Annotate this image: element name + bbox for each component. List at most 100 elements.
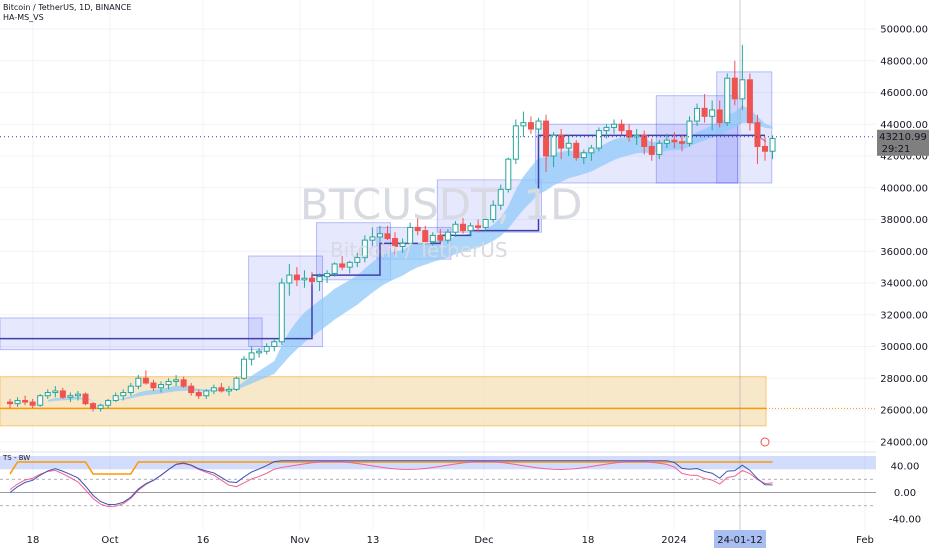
candle xyxy=(135,375,142,390)
price-tick-label: 30000.00 xyxy=(880,342,928,353)
candle xyxy=(44,389,51,399)
candle-body xyxy=(414,226,421,232)
candle xyxy=(746,73,753,131)
candle-body xyxy=(716,109,723,124)
price-tick-label: 44000.00 xyxy=(880,120,928,131)
candle xyxy=(467,222,474,236)
time-tick-label: 18 xyxy=(582,535,595,546)
candle-body xyxy=(746,79,753,124)
candle xyxy=(444,229,451,244)
indicator-title[interactable]: HA-MS_VS xyxy=(3,13,44,22)
candle-body xyxy=(626,130,633,138)
candle-body xyxy=(29,401,36,406)
candle xyxy=(671,132,678,149)
candle xyxy=(535,117,542,136)
candle-body xyxy=(301,277,308,281)
candle-body xyxy=(482,219,489,228)
osc-tick-label: -40.00 xyxy=(889,515,921,526)
main-pane xyxy=(0,0,876,530)
candle-body xyxy=(573,142,580,159)
candle-body xyxy=(67,395,74,398)
candle-body xyxy=(52,390,59,394)
oscillator-title[interactable]: TS - BW xyxy=(3,454,31,462)
candle xyxy=(656,140,663,160)
candle-body xyxy=(475,225,482,228)
candle xyxy=(709,100,716,131)
candle xyxy=(150,379,157,391)
candle xyxy=(641,130,648,155)
candle-body xyxy=(180,379,187,387)
candle-body xyxy=(203,390,210,397)
candle-body xyxy=(339,263,346,268)
candle-body xyxy=(460,223,466,232)
candle xyxy=(233,376,240,391)
candle xyxy=(520,111,527,137)
candle xyxy=(74,390,81,401)
time-tick-label: 13 xyxy=(367,535,380,546)
symbol-title[interactable]: Bitcoin / TetherUS, 1D, BINANCE xyxy=(3,3,132,12)
last-price-tag[interactable] xyxy=(877,129,929,156)
candle-body xyxy=(120,392,127,397)
candle xyxy=(67,392,74,403)
time-tick-label: Feb xyxy=(856,535,874,546)
candle-body xyxy=(90,403,97,409)
ma-ribbon xyxy=(47,105,773,402)
candle-body xyxy=(490,204,497,220)
candle-body xyxy=(7,401,13,405)
candle-body xyxy=(709,109,716,117)
candle-body xyxy=(444,231,451,241)
candle xyxy=(271,338,278,352)
candle-body xyxy=(527,122,534,130)
candle-body xyxy=(535,120,542,130)
candle-body xyxy=(82,393,89,405)
candle xyxy=(384,225,391,241)
candle-body xyxy=(452,223,459,233)
candle-body xyxy=(173,379,180,382)
candle-body xyxy=(762,145,768,152)
alert-marker[interactable] xyxy=(760,437,770,447)
candle xyxy=(573,140,580,161)
crosshair-date-label: 24-01-12 xyxy=(717,535,762,546)
time-axis-bg xyxy=(0,530,932,550)
consolidation-box xyxy=(0,317,263,351)
candle-body xyxy=(671,139,678,143)
candle xyxy=(618,119,625,136)
crosshair-date-tag[interactable] xyxy=(714,530,766,548)
candle-body xyxy=(392,238,399,247)
time-tick-label: Oct xyxy=(101,535,118,546)
candle xyxy=(331,262,338,277)
candle xyxy=(543,114,550,172)
candle xyxy=(588,144,595,161)
candle-body xyxy=(188,385,195,394)
candle-body xyxy=(59,390,66,398)
candle-body xyxy=(44,392,51,397)
candle-body xyxy=(678,141,685,144)
candle xyxy=(505,157,512,193)
price-tick-label: 38000.00 xyxy=(880,215,928,226)
candle xyxy=(7,398,13,409)
candle xyxy=(716,100,723,128)
candle-body xyxy=(241,358,248,379)
candle xyxy=(550,132,557,168)
candle-body xyxy=(354,257,361,263)
candle-body xyxy=(218,387,225,392)
time-tick-label: Dec xyxy=(474,535,493,546)
candle xyxy=(497,184,504,210)
candle xyxy=(512,119,519,164)
candle-body xyxy=(731,77,738,100)
candle-body xyxy=(429,234,436,243)
candle xyxy=(626,124,633,142)
candle-body xyxy=(467,225,474,232)
osc-slow-line xyxy=(9,460,773,508)
candle xyxy=(346,260,353,274)
price-tick-label: 26000.00 xyxy=(880,406,928,417)
candle xyxy=(686,116,693,147)
support-zone xyxy=(0,376,767,427)
candle-body xyxy=(611,123,617,128)
candle-body xyxy=(641,134,648,147)
candle xyxy=(339,256,346,271)
candle xyxy=(422,225,429,245)
candle xyxy=(663,133,670,149)
candle xyxy=(769,135,776,160)
